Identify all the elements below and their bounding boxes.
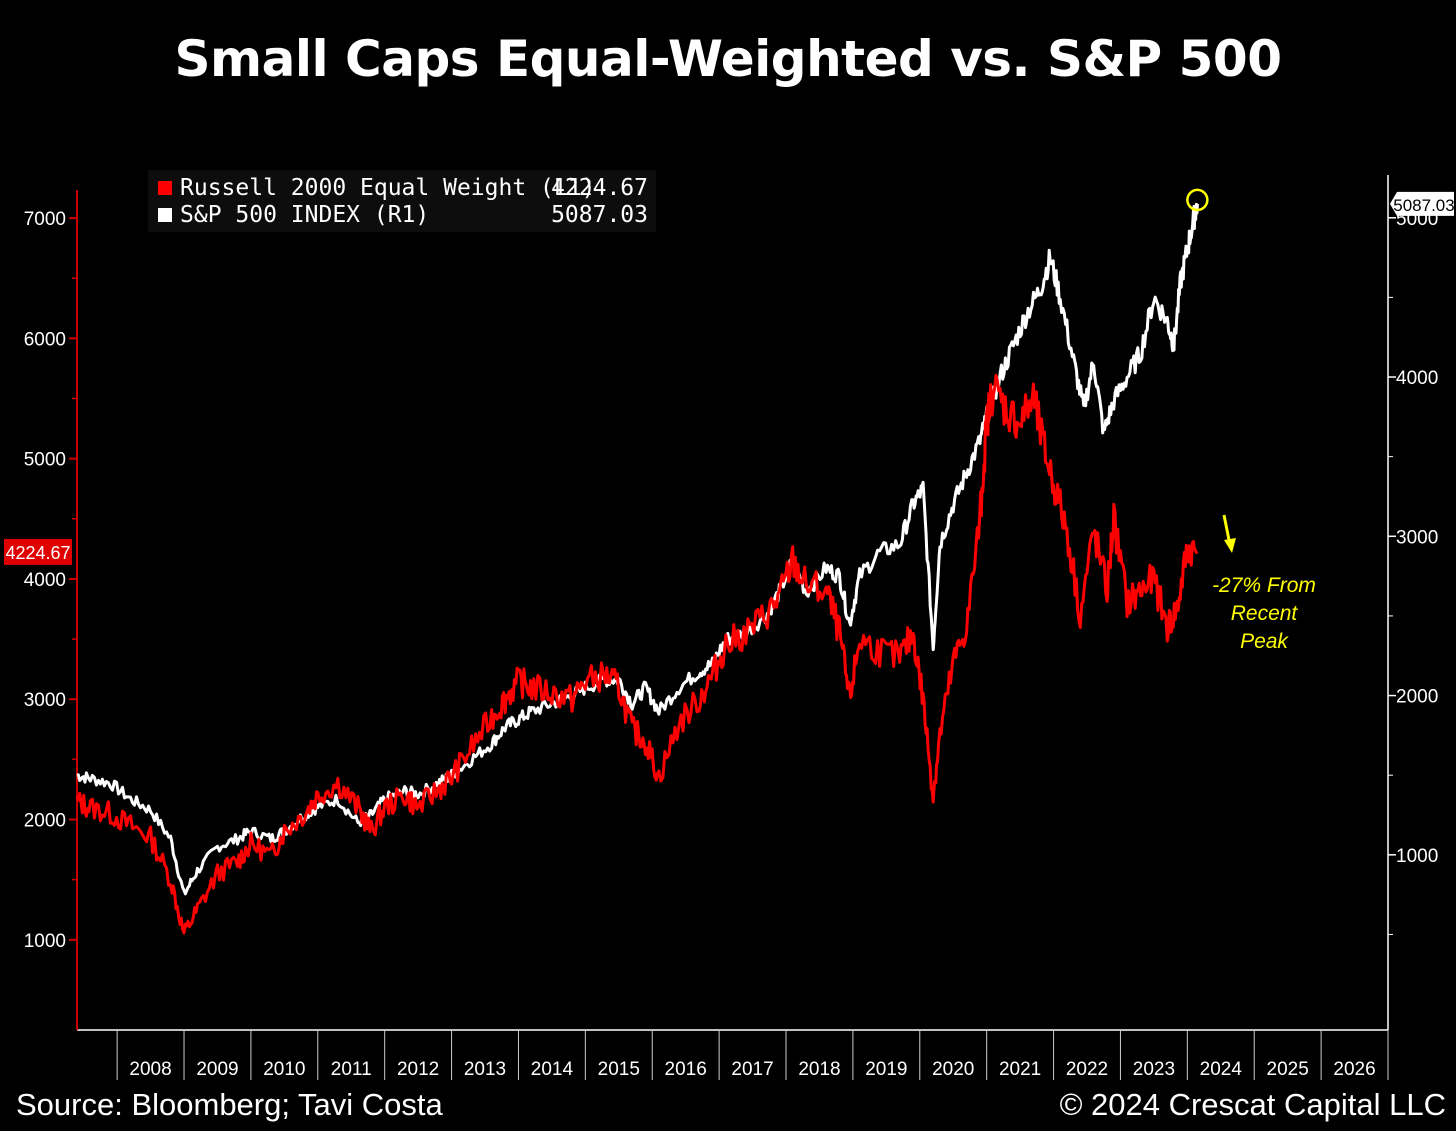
right-last-value-badge [1390, 191, 1454, 216]
left-tick-label: 7000 [24, 209, 66, 230]
x-tick-label: 2008 [129, 1059, 171, 1080]
annotation-text: Recent [1231, 602, 1299, 625]
left-last-value-label: 4224.67 [5, 543, 70, 563]
legend-swatch [158, 208, 172, 222]
x-tick-label: 2018 [798, 1059, 840, 1080]
legend-box [148, 170, 656, 232]
russell-line [75, 373, 1199, 935]
x-tick-label: 2022 [1066, 1059, 1108, 1080]
sp500-line [76, 202, 1199, 896]
legend-value: 5087.03 [551, 202, 648, 228]
copyright-note: © 2024 Crescat Capital LLC [1059, 1087, 1446, 1122]
x-tick-label: 2012 [397, 1059, 439, 1080]
x-tick-label: 2025 [1267, 1059, 1309, 1080]
left-tick-label: 5000 [24, 450, 66, 471]
source-note: Source: Bloomberg; Tavi Costa [16, 1087, 443, 1122]
annotation-text: -27% From [1212, 574, 1316, 597]
x-tick-label: 2013 [464, 1059, 506, 1080]
x-tick-label: 2009 [196, 1059, 238, 1080]
x-tick-label: 2024 [1200, 1059, 1243, 1080]
arrow-head [1224, 538, 1236, 553]
annotation-text: Peak [1240, 630, 1289, 653]
x-tick-label: 2017 [731, 1059, 773, 1080]
series-lines [75, 188, 1209, 935]
left-tick-label: 3000 [24, 690, 66, 711]
right-tick-label: 1000 [1396, 846, 1438, 867]
right-last-value-label: 5087.03 [1393, 196, 1454, 215]
x-tick-label: 2010 [263, 1059, 305, 1080]
left-axis: 1000 2000 3000 4000 5000 6000 7000 4224.67 [4, 190, 78, 1030]
x-tick-label: 2016 [665, 1059, 707, 1080]
x-tick-label: 2019 [865, 1059, 907, 1080]
x-tick-label: 2011 [331, 1059, 372, 1080]
legend-label: S&P 500 INDEX (R1) [180, 202, 429, 228]
chart-title: Small Caps Equal-Weighted vs. S&P 500 [174, 30, 1282, 88]
right-tick-label: 2000 [1396, 687, 1438, 708]
x-tick-label: 2014 [531, 1059, 574, 1080]
left-tick-label: 6000 [24, 329, 66, 350]
legend-value: 4224.67 [551, 175, 648, 201]
legend-label: Russell 2000 Equal Weight (L1) [180, 175, 595, 201]
right-tick-label: 3000 [1396, 527, 1438, 548]
x-axis: 2008 2009 2010 2011 2012 2013 2014 2015 2016 2017… [77, 1029, 1389, 1080]
annotation: -27% From Recent Peak [1212, 514, 1316, 653]
left-last-value-badge [4, 538, 72, 565]
x-tick-label: 2020 [932, 1059, 974, 1080]
left-tick-label: 2000 [24, 811, 66, 832]
x-tick-label: 2026 [1333, 1059, 1375, 1080]
legend-swatch [158, 181, 172, 195]
left-tick-label: 4000 [24, 570, 66, 591]
peak-marker [1186, 188, 1209, 212]
x-tick-label: 2021 [999, 1059, 1041, 1080]
left-tick-label: 1000 [24, 931, 66, 952]
x-tick-label: 2023 [1133, 1059, 1175, 1080]
x-tick-label: 2015 [598, 1059, 640, 1080]
right-tick-label: 4000 [1396, 368, 1438, 389]
legend: Russell 2000 Equal Weight (L1)4224.67 S&P… [148, 170, 656, 232]
